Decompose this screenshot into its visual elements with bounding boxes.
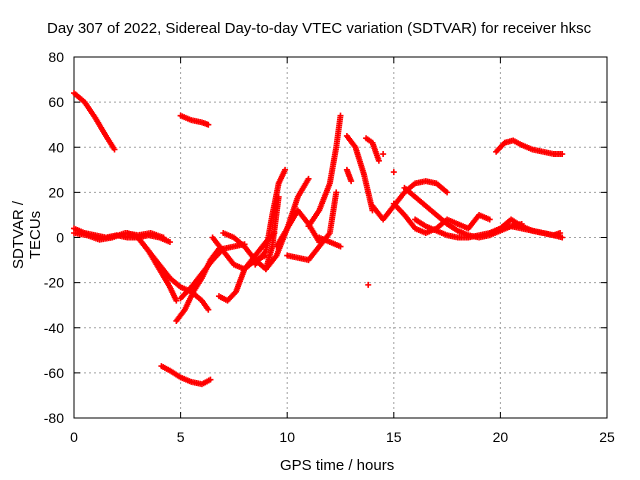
data-point [559,234,566,241]
y-tick-label: 20 [48,184,64,200]
data-point [205,306,212,313]
chart-title: Day 307 of 2022, Sidereal Day-to-day VTE… [47,20,592,37]
y-tick-label: 80 [48,49,64,65]
data-point [365,281,372,288]
data-point [557,229,564,236]
data-point [282,166,289,173]
data-point [333,189,340,196]
data-point [380,151,387,158]
data-point [111,146,118,153]
x-tick-label: 20 [493,429,509,445]
y-tick-label: -40 [44,320,64,336]
y-tick-label: -20 [44,275,64,291]
data-point [305,175,312,182]
data-point [337,112,344,119]
data-point [348,178,355,185]
x-tick-label: 25 [599,429,615,445]
data-point [486,216,493,223]
data-point [337,243,344,250]
data-point [390,169,397,176]
data-points [71,90,566,388]
grid [74,57,607,418]
y-tick-label: -60 [44,365,64,381]
data-point [375,157,382,164]
data-point [207,376,214,383]
y-tick-label: 60 [48,94,64,110]
x-tick-label: 10 [279,429,295,445]
data-point [160,234,167,241]
data-point [205,121,212,128]
data-point [444,189,451,196]
data-point [166,239,173,246]
x-tick-label: 15 [386,429,402,445]
x-tick-label: 0 [70,429,78,445]
data-point [173,297,180,304]
data-point [559,151,566,158]
y-tick-label: -80 [44,410,64,426]
y-tick-label: 0 [56,230,64,246]
y-tick-label: 40 [48,139,64,155]
x-tick-label: 5 [177,429,185,445]
ticks: 0 5 10 15 20 25 -80 -60 -40 -20 0 20 40 60 80 [44,49,615,445]
x-axis-label: GPS time / hours [280,457,395,474]
